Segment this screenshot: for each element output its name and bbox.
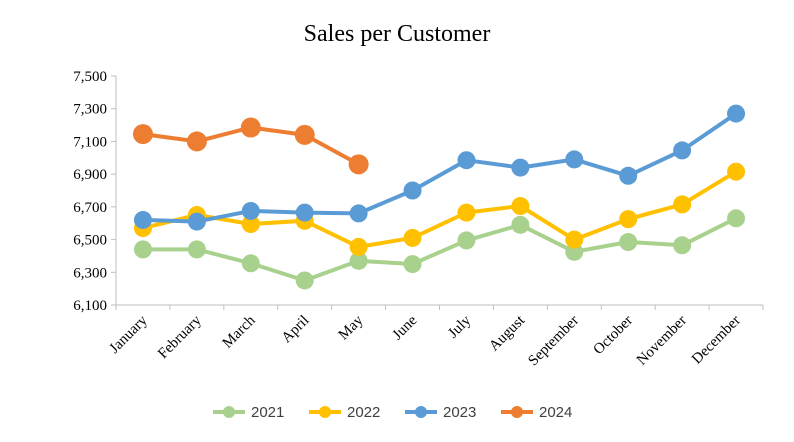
legend-marker-2023 [415, 406, 427, 418]
data-point-2023 [673, 141, 692, 160]
data-point-2023 [511, 158, 530, 177]
series-points [132, 104, 746, 290]
x-tick-label: June [390, 312, 421, 343]
legend-marker-2021 [223, 406, 235, 418]
data-point-2021 [133, 240, 152, 259]
data-point-2022 [403, 228, 422, 247]
data-point-2021 [295, 271, 314, 290]
data-point-2023 [241, 201, 260, 220]
y-tick-label: 6,700 [73, 200, 107, 216]
x-tick-label: March [220, 312, 259, 351]
series-line-2023 [142, 111, 738, 224]
data-point-2024 [348, 154, 369, 175]
y-tick-label: 7,300 [73, 102, 107, 118]
y-tick-label: 6,500 [73, 233, 107, 249]
legend-marker-2024 [511, 406, 523, 418]
x-tick-label: October [591, 313, 636, 358]
chart-legend: 2021 2022 2023 2024 [213, 404, 572, 421]
data-point-2023 [565, 150, 584, 169]
series-line-2021 [143, 216, 737, 283]
y-tick-label: 6,300 [73, 265, 107, 281]
x-tick-label: May [336, 312, 367, 343]
data-point-2022 [673, 195, 692, 214]
data-point-2021 [403, 255, 422, 274]
series-line-2022 [142, 169, 738, 249]
chart-axes [115, 76, 763, 306]
data-point-2021 [187, 240, 206, 259]
legend-label-2022: 2022 [347, 404, 380, 421]
x-tick-label: January [106, 312, 151, 357]
y-tick-label: 6,100 [73, 298, 107, 314]
x-tick-label: July [445, 312, 474, 341]
data-point-2021 [349, 251, 368, 270]
y-tick-label: 7,100 [73, 134, 107, 150]
data-point-2024 [186, 131, 207, 152]
data-point-2021 [727, 209, 746, 228]
x-tick-label: December [689, 313, 744, 368]
data-point-2022 [457, 203, 476, 222]
y-tick-label: 6,900 [73, 167, 107, 183]
data-point-2024 [132, 124, 153, 145]
data-point-2023 [457, 151, 476, 170]
x-axis-ticks: January February March April May June July Augu… [106, 305, 764, 370]
y-axis-ticks: 6,100 6,300 6,500 6,700 6,900 7,100 7,300 7,500 [73, 69, 116, 314]
data-point-2021 [619, 233, 638, 252]
data-point-2023 [133, 210, 152, 229]
legend-marker-2022 [319, 406, 331, 418]
x-tick-label: April [279, 313, 313, 347]
data-point-2021 [457, 231, 476, 250]
x-tick-label: November [634, 313, 690, 369]
data-point-2023 [349, 204, 368, 223]
data-point-2022 [241, 215, 260, 234]
legend-label-2023: 2023 [443, 404, 476, 421]
data-point-2021 [673, 236, 692, 255]
data-point-2024 [240, 117, 261, 138]
data-point-2023 [295, 203, 314, 222]
data-point-2021 [511, 215, 530, 234]
data-point-2022 [511, 197, 530, 216]
x-tick-label: February [155, 312, 205, 362]
data-point-2023 [187, 212, 206, 231]
data-point-2022 [619, 210, 638, 229]
series-lines [142, 111, 738, 283]
y-tick-label: 7,500 [73, 69, 107, 85]
data-point-2021 [241, 254, 260, 273]
x-tick-label: September [525, 313, 582, 370]
chart-title: Sales per Customer [304, 21, 491, 47]
data-point-2022 [727, 162, 746, 181]
x-tick-label: August [486, 312, 529, 355]
data-point-2023 [619, 166, 638, 185]
data-point-2022 [349, 237, 368, 256]
data-point-2024 [294, 124, 315, 145]
data-point-2023 [727, 104, 746, 123]
data-point-2022 [565, 230, 584, 249]
data-point-2023 [403, 181, 422, 200]
legend-label-2021: 2021 [251, 404, 284, 421]
legend-label-2024: 2024 [539, 404, 572, 421]
